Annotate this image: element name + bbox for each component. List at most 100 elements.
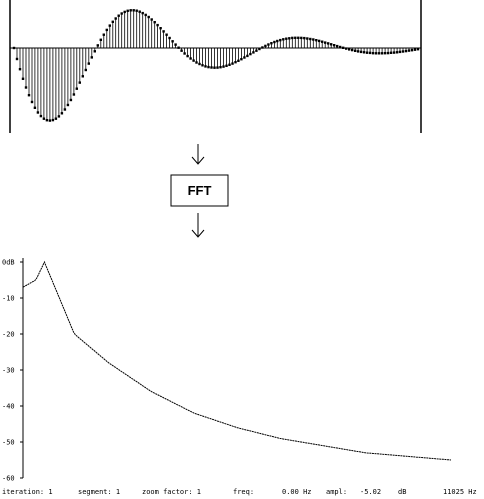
signal-sample-point xyxy=(204,65,207,68)
signal-sample-point xyxy=(162,30,165,33)
signal-sample-point xyxy=(216,66,219,69)
signal-sample-point xyxy=(156,23,159,27)
signal-sample-point xyxy=(294,36,297,39)
signal-sample-point xyxy=(36,111,40,114)
signal-sample-point xyxy=(291,36,294,40)
spectrum-plot: 0dB -10 -20 -30 -40 -50 -60 xyxy=(2,258,452,483)
signal-sample-point xyxy=(228,63,231,66)
y-tick-label: -40 xyxy=(2,403,15,411)
signal-sample-point xyxy=(368,51,372,55)
signal-sample-point xyxy=(210,66,213,69)
signal-sample-point xyxy=(33,106,37,109)
signal-sample-point xyxy=(410,49,414,52)
signal-sample-point xyxy=(243,56,246,59)
signal-sample-point xyxy=(333,44,336,47)
y-tick-label: 0dB xyxy=(2,259,15,267)
signal-sample-point xyxy=(288,37,291,40)
signal-sample-point xyxy=(111,20,114,23)
signal-sample-point xyxy=(48,119,52,122)
signal-sample-point xyxy=(102,33,105,36)
fft-box xyxy=(170,174,229,207)
signal-sample-point xyxy=(24,86,28,89)
signal-sample-point xyxy=(395,51,399,54)
signal-sample-point xyxy=(321,40,324,43)
signal-sample-point xyxy=(54,117,58,120)
signal-sample-point xyxy=(273,40,276,44)
y-tick-label: -10 xyxy=(2,295,15,303)
status-bar: iteration: 1 segment: 1 zoom factor: 1 f… xyxy=(2,488,477,496)
signal-sample-point xyxy=(123,10,126,14)
signal-sample-point xyxy=(339,45,342,49)
signal-sample-point xyxy=(401,50,405,53)
signal-sample-point xyxy=(201,64,204,67)
signal-sample-point xyxy=(57,115,61,118)
signal-sample-point xyxy=(345,47,348,50)
arrow-down-head-icon-2 xyxy=(191,229,205,238)
signal-sample-point xyxy=(126,9,129,12)
y-tick-label: -50 xyxy=(2,439,15,447)
signal-sample-point xyxy=(15,57,19,61)
signal-sample-point xyxy=(114,17,117,20)
signal-sample-point xyxy=(93,50,96,53)
signal-sample-point xyxy=(186,54,189,58)
signal-sample-point xyxy=(306,37,309,40)
signal-sample-point xyxy=(371,52,375,55)
signal-sample-point xyxy=(330,43,333,46)
signal-sample-point xyxy=(150,18,153,21)
signal-sample-point xyxy=(362,51,366,54)
signal-sample-point xyxy=(159,27,162,30)
signal-sample-point xyxy=(246,54,249,58)
status-iteration: iteration: 1 xyxy=(2,488,53,496)
signal-sample-point xyxy=(81,75,84,78)
status-segment: segment: 1 xyxy=(78,488,120,496)
status-ampl-label: ampl: xyxy=(326,488,347,496)
signal-sample-point xyxy=(132,9,135,12)
signal-sample-point xyxy=(138,10,141,13)
signal-sample-point xyxy=(231,62,234,65)
signal-sample-point xyxy=(207,65,210,69)
signal-sample-point xyxy=(87,62,90,65)
signal-sample-point xyxy=(117,14,120,17)
signal-sample-point xyxy=(72,93,76,96)
signal-sample-point xyxy=(389,51,393,54)
signal-sample-point xyxy=(398,50,402,54)
status-ampl-value: -5.02 xyxy=(360,488,381,496)
signal-sample-point xyxy=(45,119,49,122)
signal-sample-point xyxy=(78,81,81,84)
signal-samples xyxy=(12,9,420,122)
y-tick-label: -60 xyxy=(2,475,15,483)
signal-sample-point xyxy=(222,65,225,68)
signal-sample-point xyxy=(327,42,330,45)
signal-sample-point xyxy=(60,112,64,115)
spectrum-curve xyxy=(22,260,452,461)
signal-sample-point xyxy=(30,100,34,104)
signal-sample-point xyxy=(392,51,396,54)
signal-sample-point xyxy=(165,33,168,36)
status-max-freq: 11025 Hz xyxy=(443,488,477,496)
signal-sample-point xyxy=(42,117,46,120)
signal-sample-point xyxy=(407,49,411,52)
signal-sample-point xyxy=(168,36,171,40)
signal-sample-point xyxy=(386,51,390,55)
signal-sample-point xyxy=(303,36,306,40)
status-zoom: zoom factor: 1 xyxy=(142,488,201,496)
signal-sample-point xyxy=(198,62,201,66)
signal-sample-point xyxy=(18,68,22,71)
y-tick-label: -30 xyxy=(2,367,15,375)
signal-sample-point xyxy=(63,108,67,111)
signal-sample-point xyxy=(383,52,387,55)
time-signal-plot xyxy=(9,0,422,133)
signal-sample-point xyxy=(255,49,258,52)
signal-sample-point xyxy=(12,46,16,50)
signal-sample-point xyxy=(359,50,363,54)
signal-sample-point xyxy=(240,58,243,61)
fft-flow: FFT xyxy=(170,144,229,238)
signal-sample-point xyxy=(380,52,384,55)
signal-sample-point xyxy=(135,9,138,12)
signal-sample-point xyxy=(234,61,237,64)
signal-sample-point xyxy=(348,48,351,51)
signal-sample-point xyxy=(99,38,102,41)
signal-sample-point xyxy=(404,49,408,53)
signal-sample-point xyxy=(237,59,240,62)
